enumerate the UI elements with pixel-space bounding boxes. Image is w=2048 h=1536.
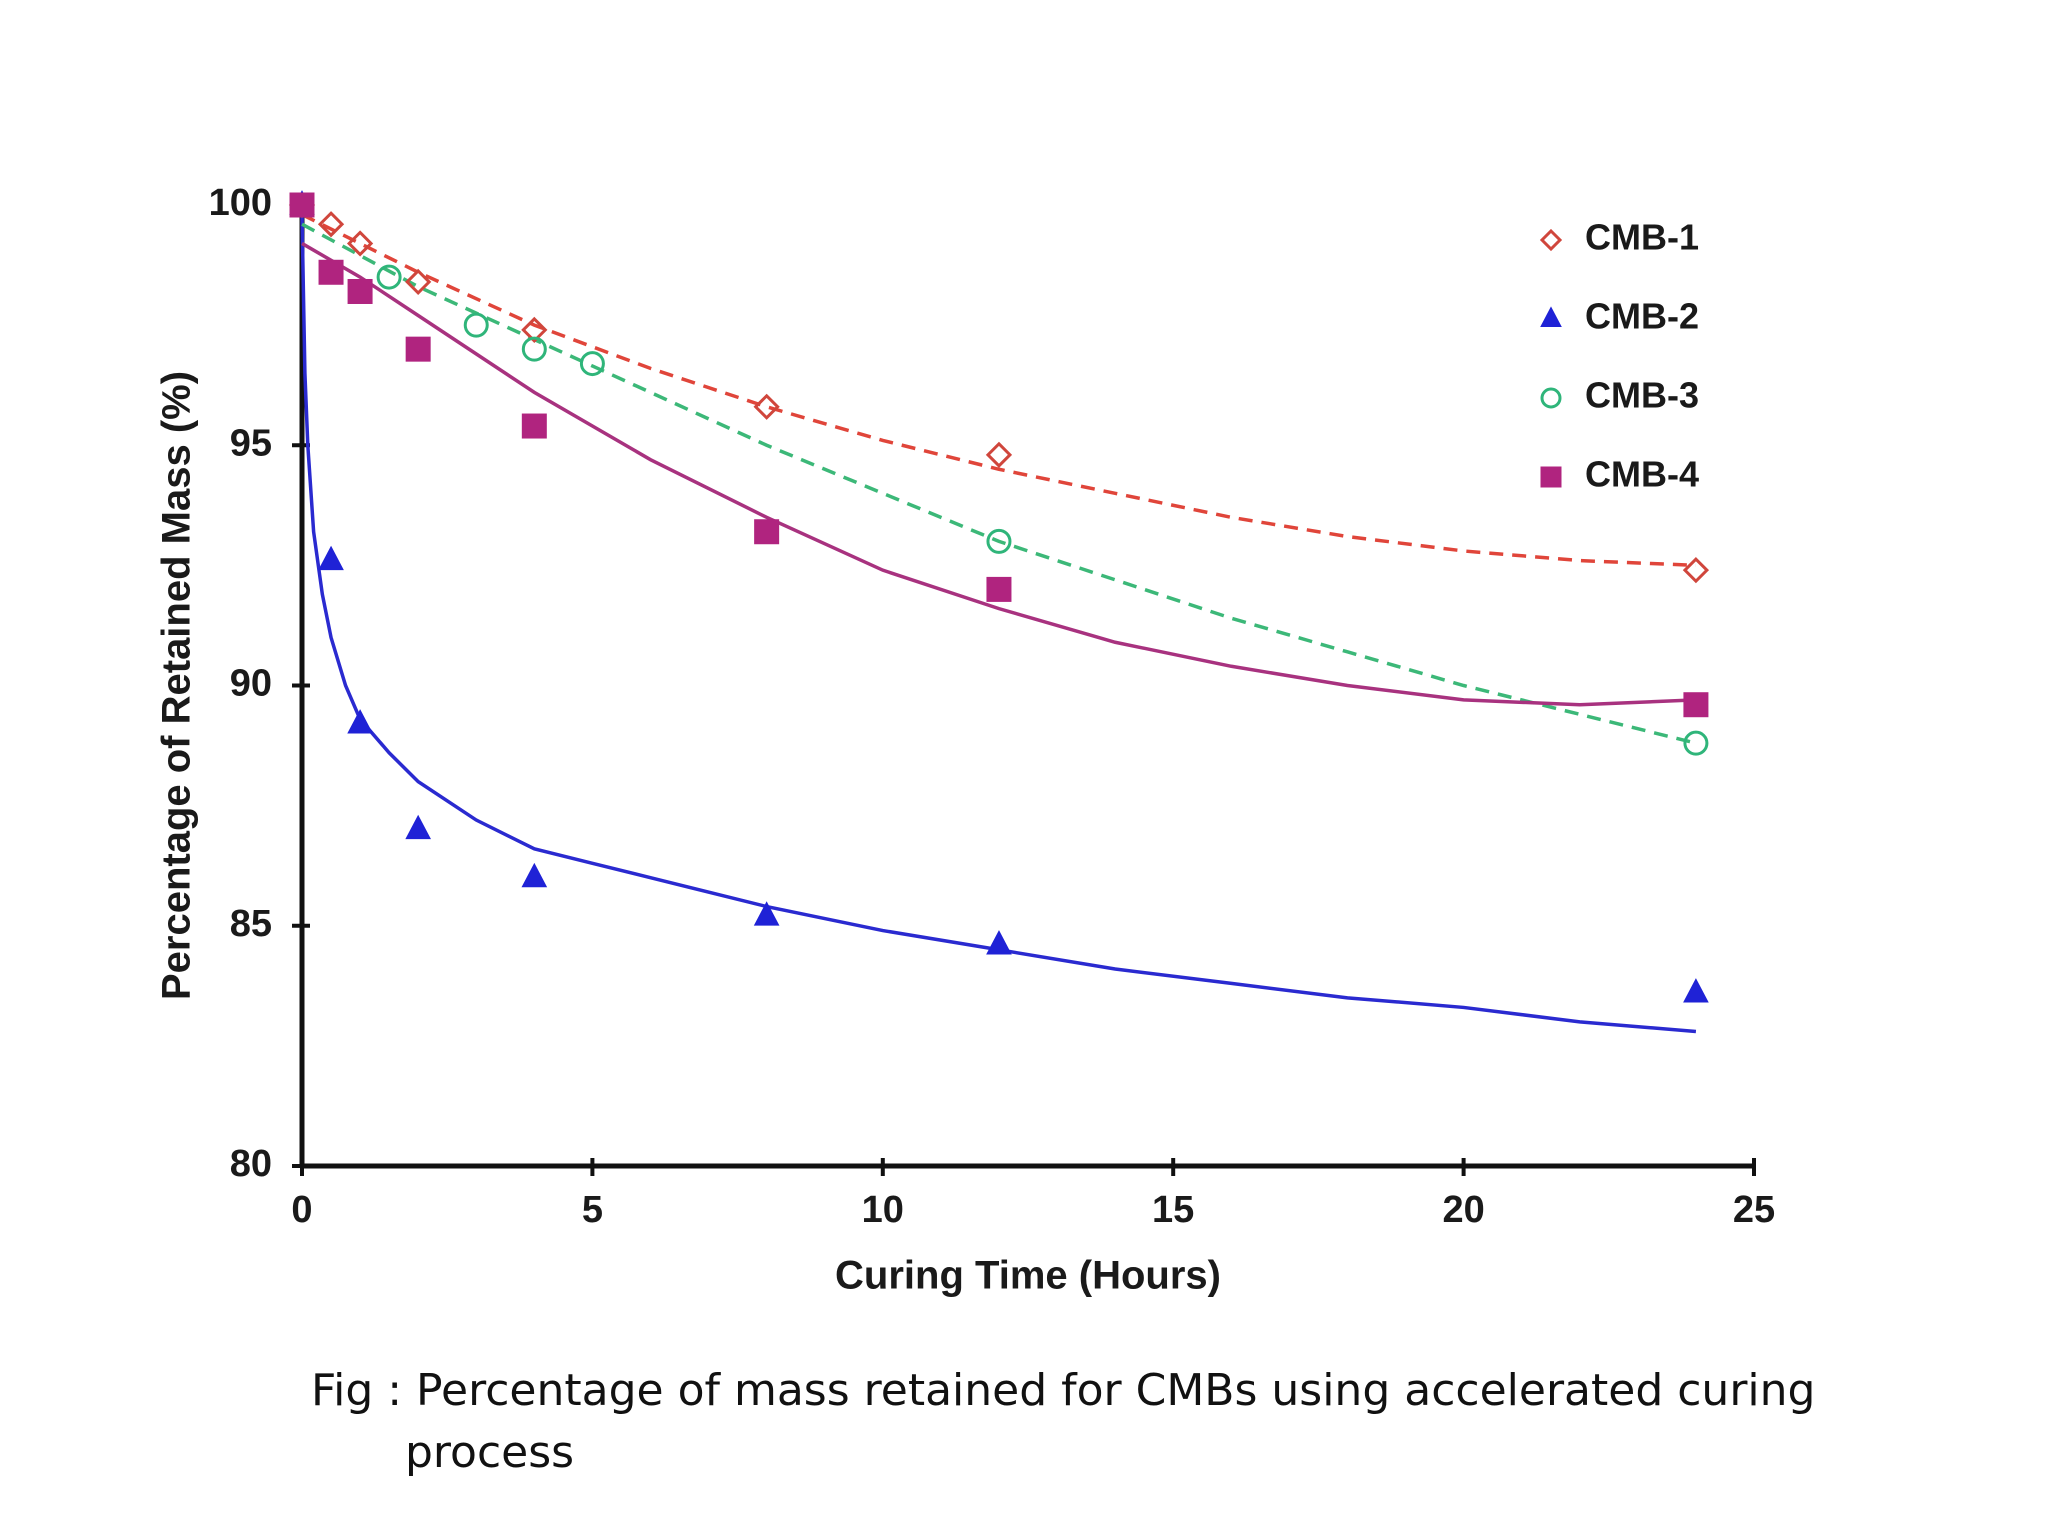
x-tick-label: 25 [1733, 1189, 1775, 1231]
data-point [376, 264, 402, 290]
data-point [347, 709, 373, 734]
data-point [579, 351, 605, 377]
x-tick-label: 0 [291, 1189, 312, 1231]
legend-label: CMB-1 [1585, 217, 1699, 258]
data-point [754, 519, 780, 545]
legend-marker [1540, 466, 1562, 488]
legend-marker [1539, 228, 1563, 252]
data-point [317, 211, 345, 238]
data-point [985, 441, 1013, 468]
trend-line [300, 214, 1697, 1034]
y-axis-label: Percentage of Retained Mass (%) [155, 371, 199, 1000]
data-point [1683, 730, 1709, 756]
data-point [986, 528, 1012, 554]
data-point [521, 336, 547, 362]
data-point [318, 545, 344, 571]
legend-label: CMB-4 [1585, 454, 1699, 495]
data-point [346, 230, 374, 257]
x-tick-label: 20 [1442, 1189, 1484, 1231]
legend-label: CMB-3 [1585, 375, 1699, 416]
data-point [986, 576, 1012, 602]
data-point [986, 930, 1012, 955]
y-tick-label: 80 [230, 1143, 272, 1185]
data-point [289, 192, 315, 218]
legend-label: CMB-2 [1585, 296, 1699, 337]
y-tick-label: 85 [230, 903, 272, 945]
data-point [753, 901, 780, 926]
data-point [521, 862, 548, 888]
caption: Fig : Percentage of mass retained for CM… [311, 1365, 1816, 1478]
data-point [318, 259, 344, 285]
data-point [1683, 978, 1709, 1003]
trend-line [301, 213, 1696, 568]
x-tick-label: 10 [862, 1189, 904, 1231]
y-tick-label: 95 [230, 422, 272, 464]
legend-marker [1540, 306, 1562, 327]
data-point [1682, 557, 1710, 584]
x-tick-label: 15 [1152, 1189, 1194, 1231]
y-tick-label: 90 [230, 663, 272, 705]
data-point [521, 413, 547, 439]
data-point [1683, 692, 1709, 718]
x-tick-label: 5 [582, 1189, 603, 1231]
x-axis-label: Curing Time (Hours) [835, 1254, 1221, 1298]
data-point [521, 316, 548, 344]
trend-line [301, 222, 1697, 745]
data-point [405, 336, 431, 362]
data-point [753, 393, 780, 420]
data-point [347, 278, 373, 304]
data-point [463, 312, 489, 338]
data-point [405, 268, 432, 296]
y-tick-label: 100 [209, 182, 272, 224]
legend-marker [1540, 387, 1562, 409]
trend-line [301, 241, 1696, 707]
data-point [405, 814, 431, 840]
